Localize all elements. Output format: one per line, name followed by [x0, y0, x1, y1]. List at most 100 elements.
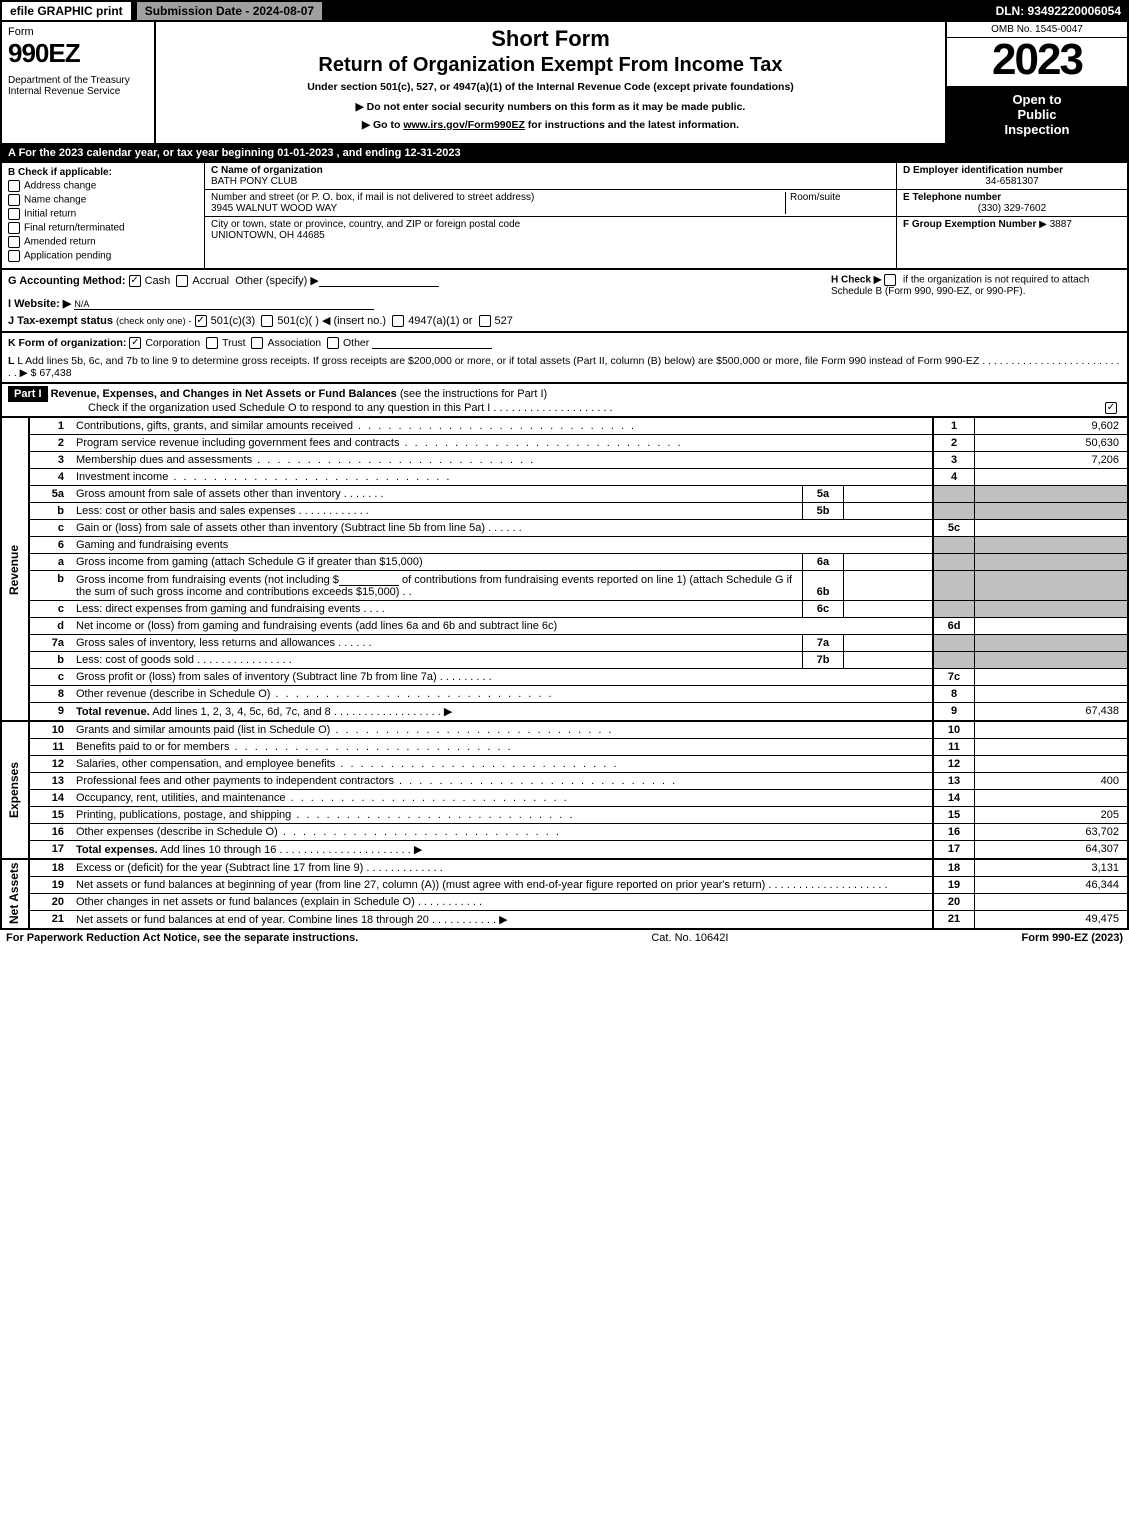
- department-label: Department of the Treasury Internal Reve…: [8, 75, 148, 97]
- irs-link[interactable]: www.irs.gov/Form990EZ: [403, 119, 525, 131]
- chk-501c3[interactable]: [195, 315, 207, 327]
- line-5c-value: [975, 520, 1128, 537]
- line-11-value: [975, 739, 1128, 756]
- line-15-num: 15: [29, 807, 72, 824]
- e-phone-label: E Telephone number: [903, 192, 1121, 203]
- line-5a-box: 5a: [803, 486, 844, 503]
- footer-right-pre: Form: [1022, 932, 1053, 944]
- line-6d-boxnum: 6d: [933, 618, 975, 635]
- f-group-label: F Group Exemption Number: [903, 219, 1036, 230]
- c-name-value: BATH PONY CLUB: [211, 176, 890, 187]
- line-9-value: 67,438: [975, 703, 1128, 721]
- chk-amended-return[interactable]: [8, 236, 20, 248]
- line-1-value: 9,602: [975, 418, 1128, 435]
- chk-accrual[interactable]: [176, 275, 188, 287]
- street-label: Number and street (or P. O. box, if mail…: [211, 192, 785, 203]
- form-header: Form 990EZ Department of the Treasury In…: [0, 22, 1129, 145]
- j-tax-exempt-label: J Tax-exempt status: [8, 315, 113, 327]
- chk-association[interactable]: [251, 337, 263, 349]
- section-c-org-info: C Name of organization BATH PONY CLUB Nu…: [205, 163, 896, 268]
- line-19-boxnum: 19: [933, 877, 975, 894]
- efile-print-label[interactable]: efile GRAPHIC print: [0, 0, 133, 22]
- revenue-side-label: Revenue: [2, 418, 29, 721]
- header-left: Form 990EZ Department of the Treasury In…: [2, 22, 156, 143]
- lbl-cash: Cash: [145, 275, 171, 287]
- footer-right: Form 990-EZ (2023): [1022, 932, 1124, 944]
- line-2-label: Program service revenue including govern…: [76, 437, 399, 449]
- chk-initial-return[interactable]: [8, 208, 20, 220]
- line-5c-boxnum: 5c: [933, 520, 975, 537]
- line-7c-value: [975, 669, 1128, 686]
- section-b-through-f: B Check if applicable: Address change Na…: [0, 163, 1129, 270]
- line-5b-input[interactable]: [844, 503, 934, 520]
- line-9-boxnum: 9: [933, 703, 975, 721]
- line-10-value: [975, 721, 1128, 739]
- other-org-input[interactable]: [372, 336, 492, 349]
- line-5b-num: b: [29, 503, 72, 520]
- line-6c-input[interactable]: [844, 601, 934, 618]
- line-5a-label: Gross amount from sale of assets other t…: [76, 488, 341, 500]
- section-d-e-f: D Employer identification number 34-6581…: [896, 163, 1127, 268]
- line-18-boxnum: 18: [933, 859, 975, 877]
- lbl-application-pending: Application pending: [24, 251, 111, 262]
- form-number: 990EZ: [8, 38, 148, 69]
- line-5a-shade: [933, 486, 975, 503]
- line-7a-input[interactable]: [844, 635, 934, 652]
- line-5a-input[interactable]: [844, 486, 934, 503]
- line-6-label: Gaming and fundraising events: [76, 539, 228, 551]
- line-3-label: Membership dues and assessments: [76, 454, 252, 466]
- line-17-value: 64,307: [975, 841, 1128, 860]
- chk-cash[interactable]: [129, 275, 141, 287]
- line-14-boxnum: 14: [933, 790, 975, 807]
- section-b-checkboxes: B Check if applicable: Address change Na…: [2, 163, 205, 268]
- chk-other-org[interactable]: [327, 337, 339, 349]
- k-label: K Form of organization:: [8, 337, 126, 349]
- line-6-num: 6: [29, 537, 72, 554]
- chk-name-change[interactable]: [8, 194, 20, 206]
- line-7b-input[interactable]: [844, 652, 934, 669]
- line-6a-box: 6a: [803, 554, 844, 571]
- open-line2: Public: [951, 107, 1123, 122]
- chk-4947a1[interactable]: [392, 315, 404, 327]
- i-website-label: I Website: ▶: [8, 298, 71, 310]
- line-6b-amount-input[interactable]: [339, 573, 399, 586]
- line-6b-input[interactable]: [844, 571, 934, 601]
- chk-schedule-o-part1[interactable]: [1105, 402, 1117, 414]
- line-8-value: [975, 686, 1128, 703]
- line-20-boxnum: 20: [933, 894, 975, 911]
- line-5a-shade2: [975, 486, 1128, 503]
- part-1-tag: Part I: [8, 386, 48, 402]
- line-21-value: 49,475: [975, 911, 1128, 929]
- other-specify-input[interactable]: [319, 274, 439, 287]
- line-2-boxnum: 2: [933, 435, 975, 452]
- chk-h-schedule-b[interactable]: [884, 274, 896, 286]
- ssn-note: ▶ Do not enter social security numbers o…: [164, 101, 937, 113]
- row-a-tax-year: A For the 2023 calendar year, or tax yea…: [0, 145, 1129, 163]
- chk-527[interactable]: [479, 315, 491, 327]
- line-13-boxnum: 13: [933, 773, 975, 790]
- chk-trust[interactable]: [206, 337, 218, 349]
- line-12-num: 12: [29, 756, 72, 773]
- line-4-num: 4: [29, 469, 72, 486]
- line-3-value: 7,206: [975, 452, 1128, 469]
- part-1-check-line: Check if the organization used Schedule …: [88, 402, 490, 414]
- line-20-value: [975, 894, 1128, 911]
- g-accounting-label: G Accounting Method:: [8, 275, 126, 287]
- line-2-value: 50,630: [975, 435, 1128, 452]
- line-6b-label-pre: Gross income from fundraising events (no…: [76, 574, 339, 586]
- line-15-label: Printing, publications, postage, and shi…: [76, 809, 291, 821]
- chk-501c[interactable]: [261, 315, 273, 327]
- footer-catalog: Cat. No. 10642I: [358, 932, 1021, 944]
- line-6c-box: 6c: [803, 601, 844, 618]
- page-footer: For Paperwork Reduction Act Notice, see …: [0, 928, 1129, 946]
- chk-final-return[interactable]: [8, 222, 20, 234]
- line-6a-input[interactable]: [844, 554, 934, 571]
- chk-address-change[interactable]: [8, 180, 20, 192]
- line-7c-num: c: [29, 669, 72, 686]
- chk-corporation[interactable]: [129, 337, 141, 349]
- chk-application-pending[interactable]: [8, 250, 20, 262]
- line-6c-num: c: [29, 601, 72, 618]
- line-13-num: 13: [29, 773, 72, 790]
- line-6b-box: 6b: [803, 571, 844, 601]
- line-3-boxnum: 3: [933, 452, 975, 469]
